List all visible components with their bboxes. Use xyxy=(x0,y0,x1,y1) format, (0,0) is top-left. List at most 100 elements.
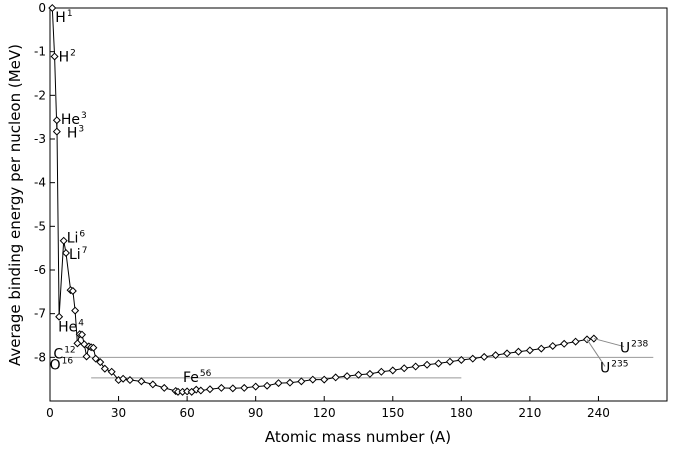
data-point-marker xyxy=(480,352,489,361)
data-point-marker xyxy=(297,377,306,386)
x-tick-label: 60 xyxy=(179,406,194,420)
data-point-marker xyxy=(320,375,329,384)
binding-energy-series-line xyxy=(51,7,594,393)
data-point-marker xyxy=(82,352,91,361)
data-point-marker xyxy=(48,3,57,13)
data-point-marker xyxy=(503,349,512,358)
x-tick-label: 240 xyxy=(587,406,610,420)
data-point-marker xyxy=(61,248,71,257)
nuclide-mass-number: 12 xyxy=(64,345,75,355)
data-point-markers xyxy=(48,3,598,396)
nuclide-mass-number: 16 xyxy=(62,356,74,366)
nuclide-mass-number: 3 xyxy=(81,111,87,121)
data-point-marker xyxy=(77,330,86,339)
data-point-marker xyxy=(491,351,500,360)
data-point-marker xyxy=(343,372,352,381)
nuclide-mass-number: 235 xyxy=(611,359,628,369)
data-point-marker xyxy=(457,355,466,364)
data-point-marker xyxy=(52,127,61,136)
nuclide-symbol: He xyxy=(58,320,77,336)
nuclide-mass-number: 3 xyxy=(78,125,84,135)
data-point-marker xyxy=(160,383,169,392)
data-point-marker xyxy=(205,385,214,394)
x-tick-label: 180 xyxy=(450,406,473,420)
nuclide-mass-number: 1 xyxy=(67,9,73,19)
y-axis-title: Average binding energy per nucleon (MeV) xyxy=(6,44,24,366)
data-point-marker xyxy=(125,376,134,385)
data-point-marker xyxy=(411,362,420,371)
x-tick-label: 0 xyxy=(46,406,54,420)
x-axis-ticks: 0 30 60 90 120 150 180 210 240 xyxy=(46,396,610,420)
data-point-marker xyxy=(263,381,272,390)
data-point-marker xyxy=(445,357,454,366)
x-tick-label: 90 xyxy=(248,406,263,420)
data-point-marker xyxy=(68,286,77,295)
data-point-marker xyxy=(388,366,397,375)
data-point-marker xyxy=(251,382,260,391)
nuclide-mass-number: 4 xyxy=(78,319,84,329)
nuclide-label: U235 xyxy=(600,359,628,376)
data-point-marker xyxy=(377,367,386,376)
nuclide-mass-number: 2 xyxy=(70,48,76,58)
y-tick-label: -5 xyxy=(34,219,46,233)
nuclide-label: Li7 xyxy=(69,246,87,263)
data-point-marker xyxy=(148,380,157,389)
data-point-marker xyxy=(192,385,201,394)
nuclide-label: C12 xyxy=(53,345,75,362)
nuclide-symbol: H xyxy=(55,10,66,26)
data-point-marker xyxy=(331,373,340,382)
nuclide-label: Fe56 xyxy=(183,369,212,386)
data-point-marker xyxy=(514,347,523,356)
y-tick-label: -2 xyxy=(34,88,46,102)
data-point-marker xyxy=(96,358,105,367)
data-point-marker xyxy=(50,52,59,61)
data-point-marker xyxy=(525,346,534,355)
data-point-marker xyxy=(100,364,109,373)
y-tick-label: -3 xyxy=(34,132,46,146)
data-point-marker xyxy=(71,306,80,315)
nuclide-symbol: Li xyxy=(67,231,79,247)
nuclide-symbol: Li xyxy=(69,247,81,263)
data-point-marker xyxy=(55,312,64,321)
data-point-marker xyxy=(196,386,205,395)
data-point-marker xyxy=(91,354,100,363)
data-point-marker xyxy=(240,383,249,392)
data-point-marker xyxy=(589,334,598,343)
nuclide-label: H2 xyxy=(59,48,76,65)
nuclide-symbol: O xyxy=(50,357,61,373)
data-point-marker xyxy=(52,116,61,125)
data-point-marker xyxy=(560,339,569,348)
data-point-marker xyxy=(217,383,226,392)
label-leader-line xyxy=(593,338,625,348)
data-point-marker xyxy=(285,378,294,387)
data-point-marker xyxy=(423,360,432,369)
nuclide-symbol: U xyxy=(620,341,630,357)
data-point-marker xyxy=(400,364,409,373)
data-point-marker xyxy=(137,377,146,386)
nuclide-symbol: H xyxy=(67,126,78,142)
data-point-marker xyxy=(228,384,237,393)
nuclide-symbol: H xyxy=(59,49,70,65)
x-tick-label: 210 xyxy=(518,406,541,420)
data-point-marker xyxy=(274,379,283,388)
data-point-marker xyxy=(73,339,82,348)
y-tick-label: -1 xyxy=(34,45,46,59)
data-point-marker xyxy=(548,341,557,350)
data-point-marker xyxy=(59,236,68,245)
data-point-marker xyxy=(365,369,374,378)
nuclide-symbol: He xyxy=(61,112,80,128)
y-tick-label: -4 xyxy=(34,176,46,190)
label-leader-line xyxy=(586,339,606,367)
nuclide-mass-number: 7 xyxy=(82,246,88,256)
nuclide-label: U238 xyxy=(620,340,649,357)
nuclide-label: He4 xyxy=(58,319,84,336)
nuclide-label: H3 xyxy=(67,125,84,142)
nuclide-symbol: C xyxy=(53,346,63,362)
y-tick-label: 0 xyxy=(38,1,46,15)
nuclide-mass-number: 238 xyxy=(631,340,648,350)
nuclide-label: Li6 xyxy=(67,230,86,247)
y-tick-label: -8 xyxy=(34,350,46,364)
data-point-marker xyxy=(354,370,363,379)
